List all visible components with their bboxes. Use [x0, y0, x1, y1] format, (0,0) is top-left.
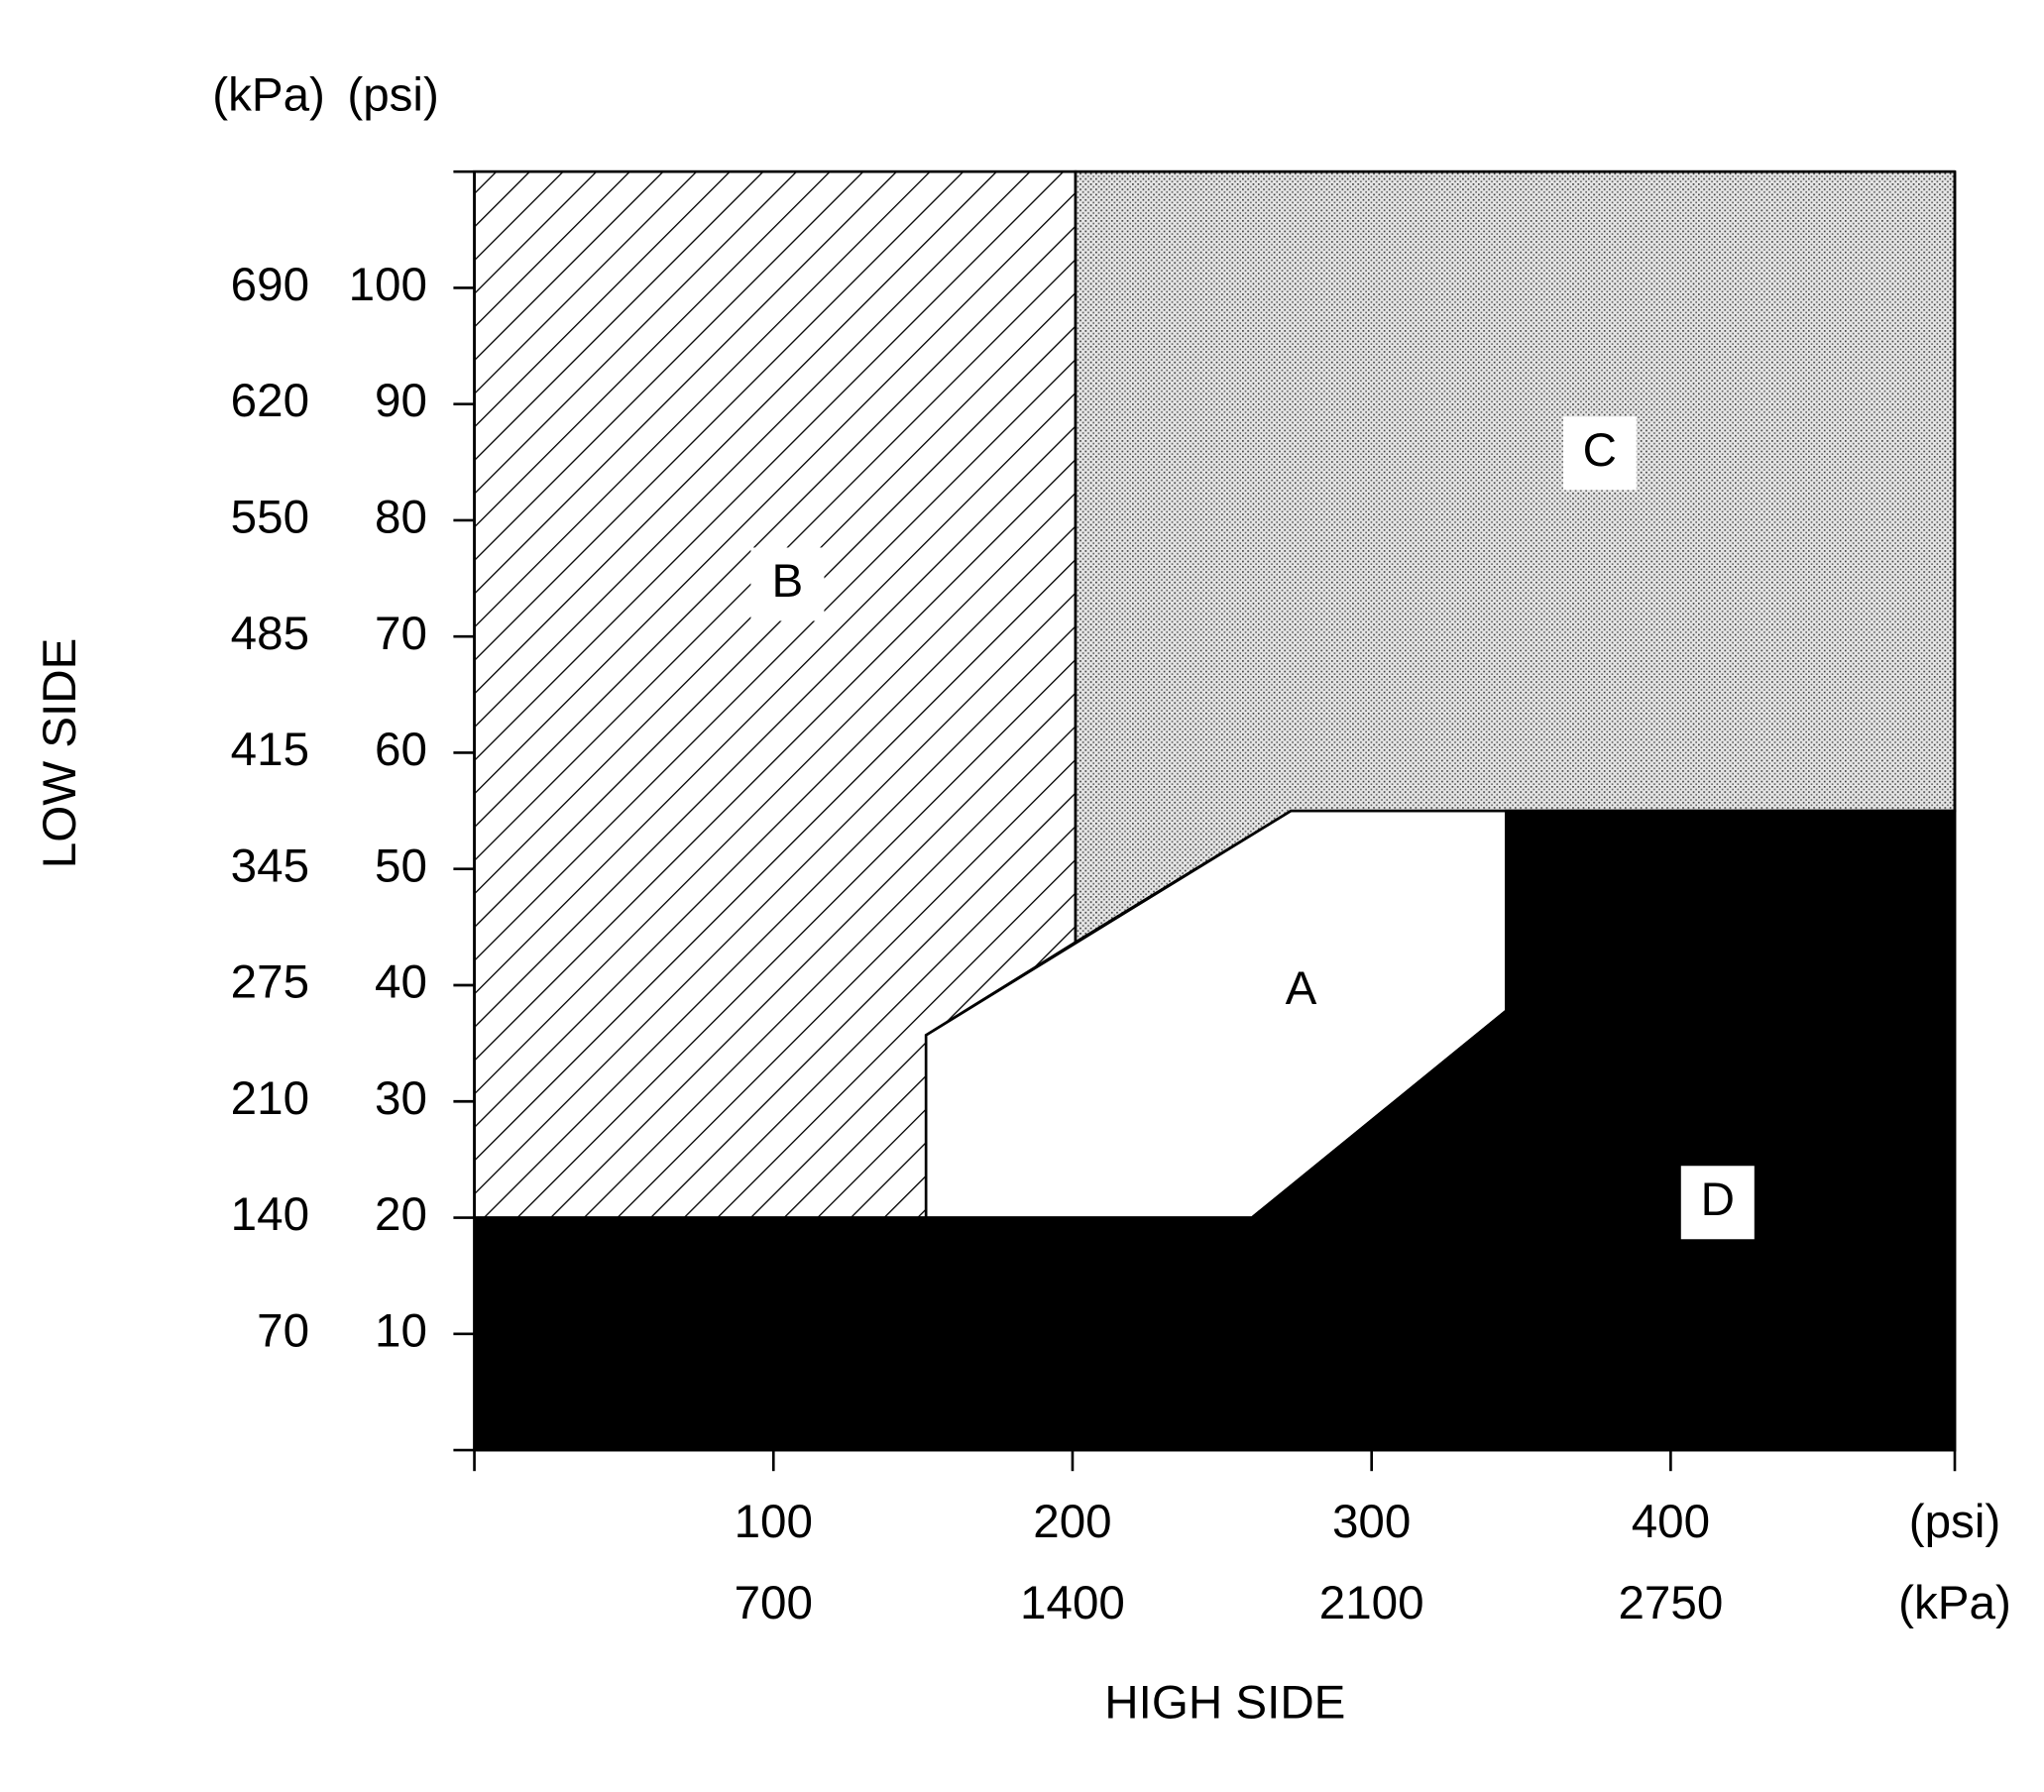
x-tick-label-kpa: 2750 [1618, 1577, 1723, 1629]
region-label: C [1583, 424, 1617, 477]
x-axis-label: HIGH SIDE [1104, 1676, 1345, 1729]
y-tick-label-kpa: 620 [231, 375, 309, 427]
y-tick-label: 90 [375, 375, 427, 427]
y-tick-label-kpa: 415 [231, 724, 309, 776]
y-tick-label-kpa: 70 [257, 1304, 309, 1357]
y-tick-label-kpa: 550 [231, 491, 309, 543]
x-tick-label: 400 [1632, 1496, 1710, 1548]
y-tick-label: 80 [375, 491, 427, 543]
y-tick-label-kpa: 690 [231, 259, 309, 311]
y-unit-kpa: (kPa) [212, 69, 325, 122]
x-tick-label: 300 [1332, 1496, 1411, 1548]
y-tick-label-kpa: 275 [231, 956, 309, 1009]
y-tick-label: 10 [375, 1304, 427, 1357]
y-axis-label: LOW SIDE [34, 638, 86, 869]
y-tick-label: 60 [375, 724, 427, 776]
y-tick-label-kpa: 210 [231, 1072, 309, 1125]
x-tick-label-kpa: 700 [735, 1577, 813, 1629]
region-label: A [1286, 962, 1317, 1015]
y-tick-label: 70 [375, 608, 427, 660]
region-label-bg [1562, 416, 1637, 491]
y-unit-psi: (psi) [347, 69, 438, 122]
x-tick-label-kpa: 2100 [1319, 1577, 1424, 1629]
region-label: B [772, 555, 804, 608]
y-tick-label: 30 [375, 1072, 427, 1125]
x-unit-kpa: (kPa) [1898, 1577, 2011, 1629]
x-tick-label: 200 [1033, 1496, 1111, 1548]
region-label-bg [1264, 954, 1338, 1029]
y-tick-label-kpa: 140 [231, 1188, 309, 1241]
y-tick-label: 20 [375, 1188, 427, 1241]
x-tick-label-kpa: 1400 [1020, 1577, 1125, 1629]
x-tick-label: 100 [735, 1496, 813, 1548]
region-label-bg [750, 547, 825, 621]
region-label: D [1701, 1174, 1735, 1226]
x-unit-psi: (psi) [1909, 1496, 2000, 1548]
y-tick-label-kpa: 485 [231, 608, 309, 660]
y-tick-label: 100 [349, 259, 427, 311]
y-tick-label-kpa: 345 [231, 840, 309, 892]
y-tick-label: 40 [375, 956, 427, 1009]
region-label-bg [1680, 1166, 1755, 1240]
y-tick-label: 50 [375, 840, 427, 892]
